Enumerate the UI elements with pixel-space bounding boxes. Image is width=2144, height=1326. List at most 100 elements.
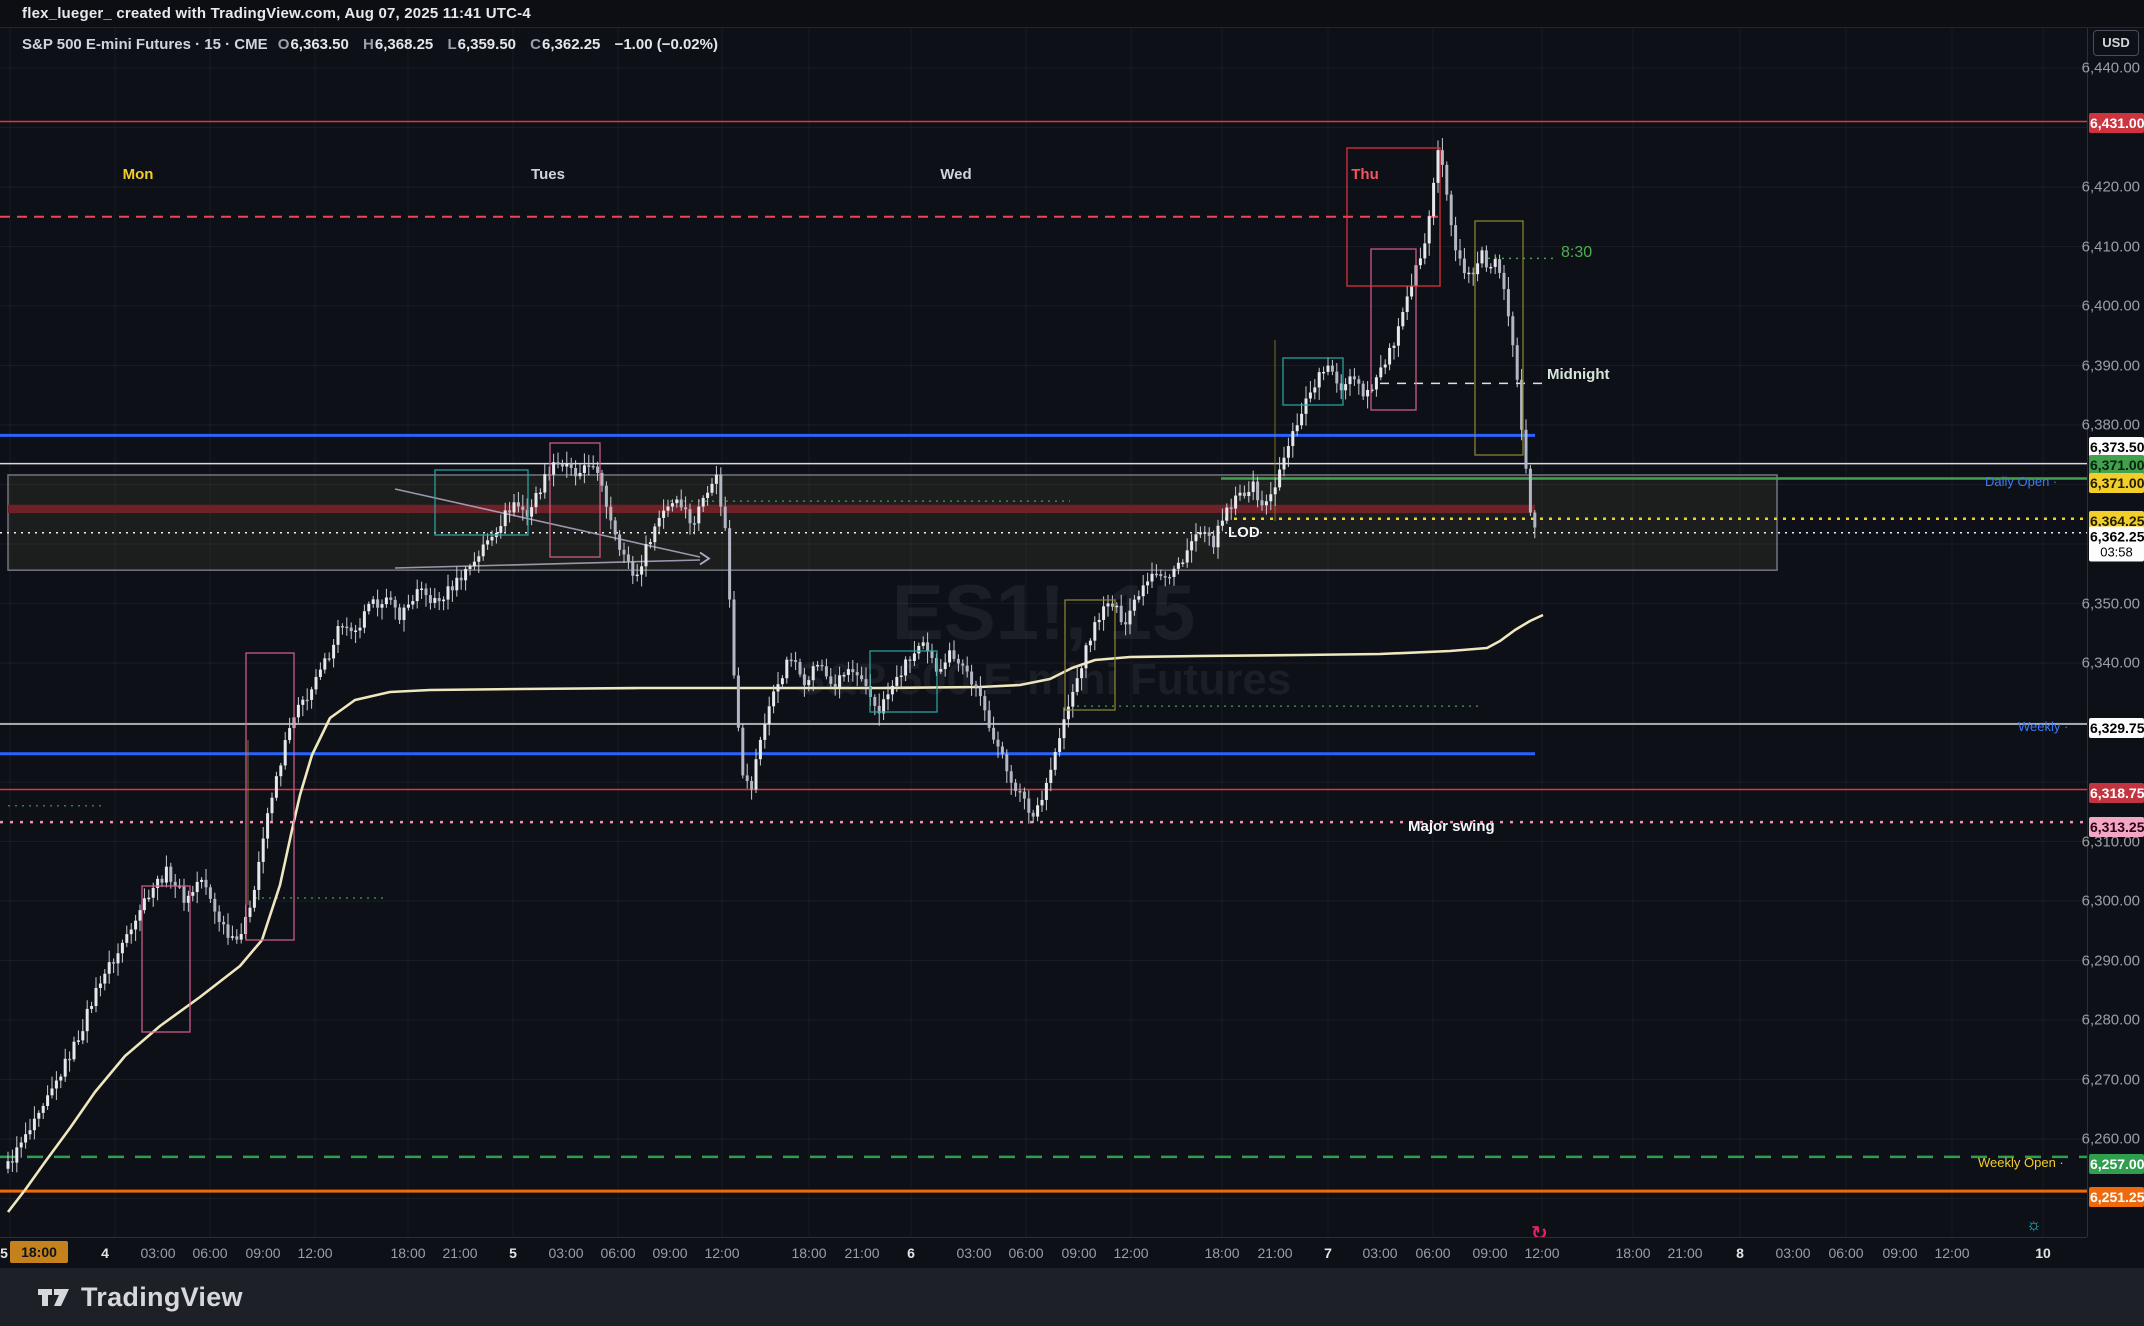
- wed-box-teal[interactable]: [869, 650, 938, 713]
- replay-icon[interactable]: ↻: [1531, 1223, 1548, 1237]
- candle-body: [1436, 150, 1440, 183]
- change-value: −1.00 (−0.02%): [614, 36, 718, 53]
- candle-body: [486, 540, 490, 545]
- thu-box-pink[interactable]: [1370, 248, 1417, 411]
- price-tick: 6,280.00: [2081, 1011, 2140, 1029]
- candle-body: [970, 671, 974, 685]
- candle-body: [46, 1095, 50, 1106]
- candle-body: [1528, 468, 1532, 513]
- candle-body: [631, 561, 635, 576]
- symbol-name[interactable]: S&P 500 E-mini Futures · 15 · CME: [22, 36, 268, 53]
- trendline[interactable]: [394, 559, 701, 569]
- price-plot[interactable]: ↻ ☼: [0, 27, 2144, 1237]
- candle-body: [767, 706, 771, 725]
- candle-body: [402, 607, 406, 621]
- time-tick: 03:00: [1775, 1245, 1811, 1261]
- chart-pane[interactable]: ES1!, 15 S&P 500 E-mini Futures ↻ ☼ Mon Tu…: [0, 27, 2144, 1237]
- candle-body: [182, 886, 186, 903]
- candle-body: [912, 653, 916, 662]
- candle-body: [600, 472, 604, 486]
- candle-body: [1172, 568, 1176, 577]
- candle-body: [362, 611, 366, 628]
- candle-body: [741, 727, 745, 776]
- price-label: 6,371.00: [2089, 473, 2144, 493]
- candle-body: [1036, 805, 1040, 817]
- candle-body: [706, 492, 710, 498]
- sun-icon[interactable]: ☼: [2026, 1215, 2042, 1234]
- candle-body: [424, 588, 428, 596]
- low-value: 6,359.50: [457, 36, 516, 53]
- indicator-line[interactable]: [6, 613, 1544, 1213]
- candle-body: [1168, 576, 1172, 579]
- price-tick: 6,390.00: [2081, 357, 2140, 374]
- candle-body: [1304, 398, 1308, 414]
- price-axis[interactable]: USD 6,440.00 6,420.00 6,410.00 6,400.00 6,39…: [2082, 27, 2144, 1237]
- price-tick: 6,420.00: [2081, 178, 2140, 196]
- candle-body: [956, 658, 960, 664]
- mon-box-1[interactable]: [141, 885, 191, 1033]
- currency-button[interactable]: USD: [2093, 30, 2139, 56]
- candle-body: [996, 739, 1000, 747]
- thu-on-box-teal[interactable]: [1282, 357, 1344, 406]
- time-axis[interactable]: 18:00 5 4 03:00 06:00 09:00 12:00 18:00 21:00 5 0…: [0, 1237, 2087, 1269]
- candle-body: [24, 1134, 28, 1143]
- candle-body: [1044, 782, 1048, 800]
- candle-body: [318, 669, 322, 677]
- candle-body: [1084, 645, 1088, 669]
- candle-body: [811, 666, 815, 681]
- candle-body: [864, 679, 868, 686]
- wed-box-khaki[interactable]: [1064, 599, 1116, 711]
- candle-body: [1308, 392, 1312, 399]
- day-label-tues: Tues: [531, 166, 565, 183]
- candle-body: [68, 1058, 72, 1061]
- tradingview-logo-text: TradingView: [81, 1282, 243, 1312]
- candle-body: [1300, 413, 1304, 426]
- candle-body: [1366, 389, 1370, 397]
- candle-body: [1212, 535, 1216, 548]
- candle-body: [433, 598, 437, 603]
- candle-body: [1361, 383, 1365, 397]
- candle-body: [1124, 622, 1128, 625]
- price-tick: 6,410.00: [2081, 238, 2140, 255]
- candle-body: [107, 962, 111, 974]
- candle-body: [1520, 379, 1524, 430]
- candle-body: [1423, 243, 1427, 259]
- candle-body: [556, 462, 560, 465]
- mon-box-2[interactable]: [245, 652, 295, 941]
- trendline[interactable]: [394, 488, 701, 558]
- candle-body: [279, 765, 283, 777]
- candle-body: [1454, 225, 1458, 251]
- candle-body: [1066, 706, 1070, 720]
- candle-body: [1216, 525, 1220, 548]
- candle-body: [745, 775, 749, 782]
- time-tick-day: 7: [1324, 1245, 1332, 1261]
- candle-body: [164, 866, 168, 883]
- candle-body: [310, 689, 314, 700]
- candle-body: [15, 1147, 19, 1163]
- thu-box-khaki[interactable]: [1474, 220, 1524, 456]
- time-tick: 18:00: [1615, 1245, 1651, 1261]
- candle-body: [156, 878, 160, 889]
- candle-body: [1115, 605, 1119, 608]
- candle-body: [160, 878, 164, 883]
- candle-body: [1498, 259, 1502, 273]
- tradingview-logo[interactable]: TradingView: [38, 1282, 243, 1313]
- low-prefix: L: [447, 36, 457, 53]
- candle-body: [1110, 603, 1114, 607]
- candle-body: [1176, 562, 1180, 569]
- candle-body: [547, 474, 551, 476]
- candle-body: [1352, 376, 1356, 380]
- candle-body: [640, 566, 644, 575]
- symbol-info-row[interactable]: S&P 500 E-mini Futures · 15 · CME O6,363…: [22, 36, 728, 53]
- candle-body: [750, 781, 754, 790]
- time-tick: 21:00: [1667, 1245, 1703, 1261]
- time-tick: 09:00: [245, 1245, 281, 1261]
- thu-box-red[interactable]: [1346, 147, 1441, 287]
- tue-box-pink[interactable]: [549, 442, 601, 558]
- candle-body: [961, 663, 965, 666]
- candle-body: [450, 586, 454, 591]
- candle-body: [772, 691, 776, 707]
- candle-body: [1489, 266, 1493, 269]
- candle-body: [63, 1058, 67, 1077]
- tue-box-teal[interactable]: [434, 469, 529, 536]
